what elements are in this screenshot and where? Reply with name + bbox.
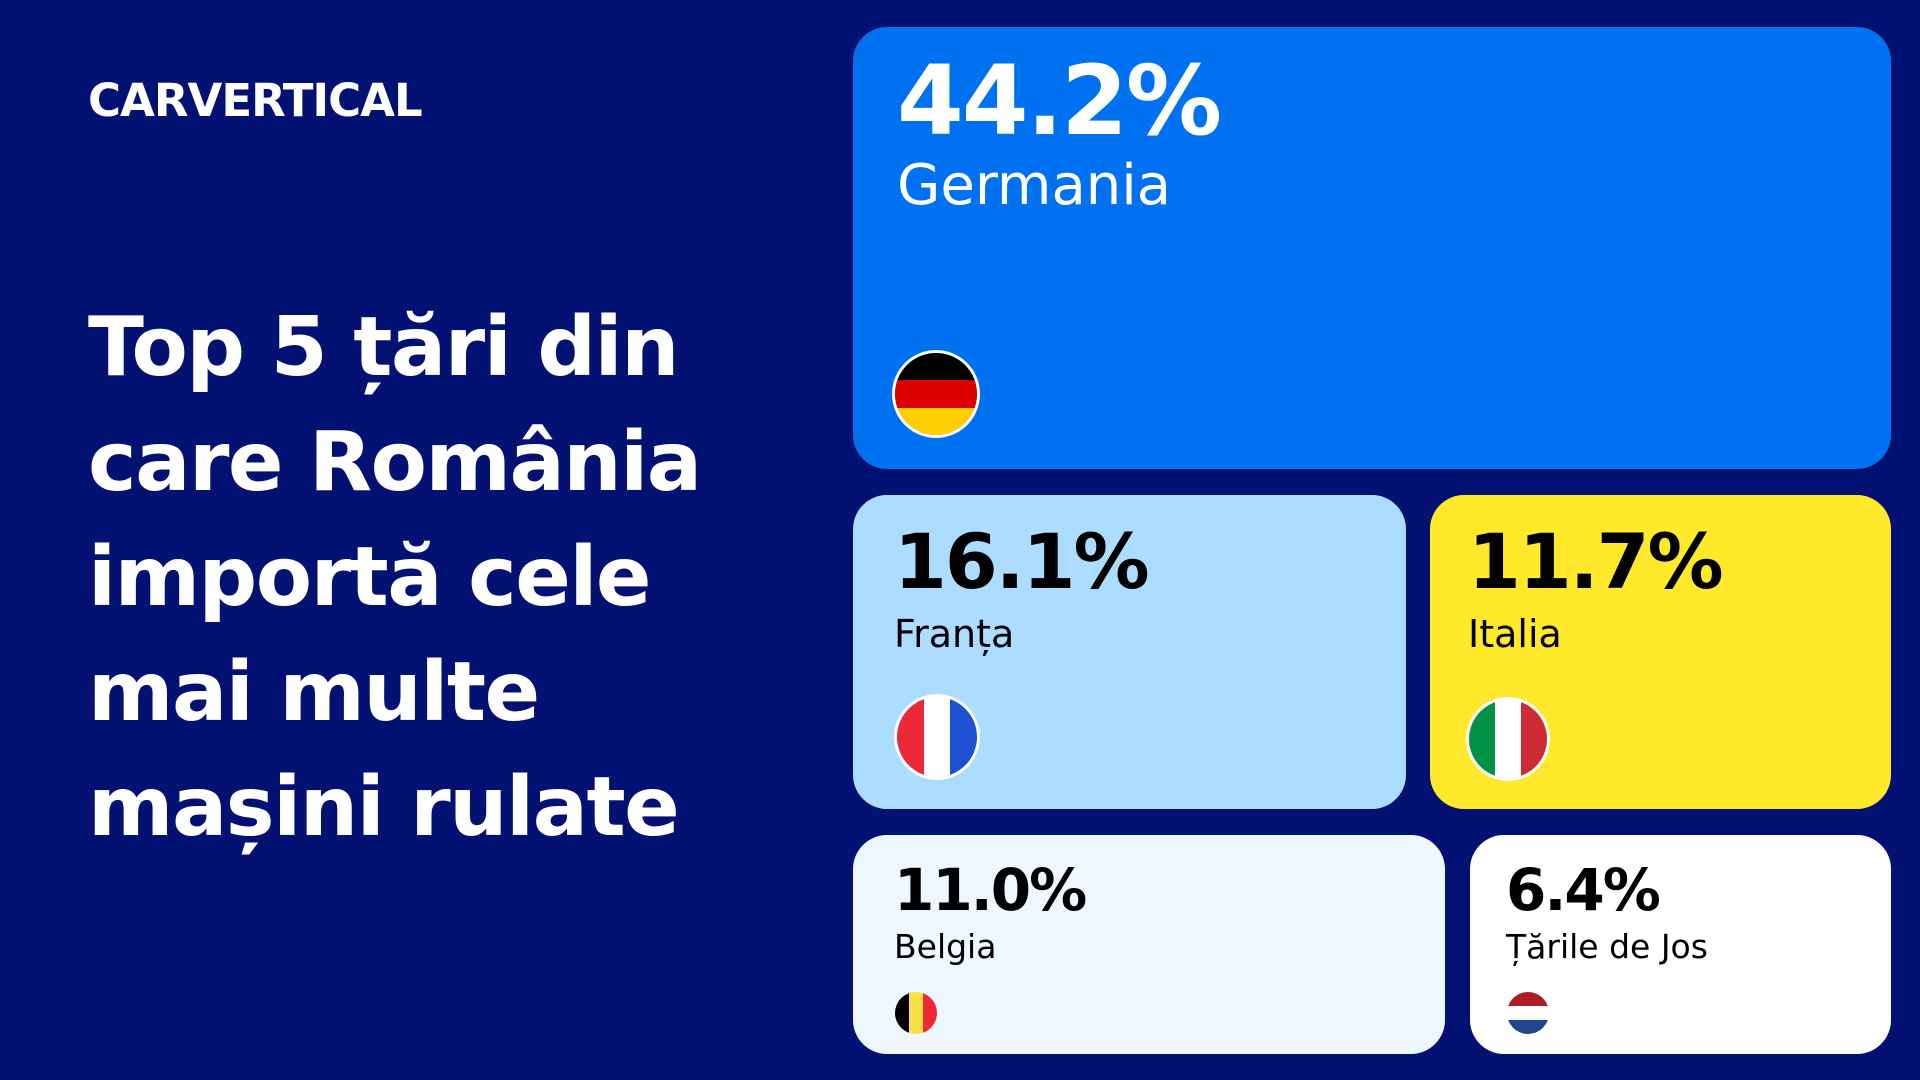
tile-germania: 44.2% Germania xyxy=(853,27,1891,469)
value-label: 11.0% xyxy=(894,856,1087,924)
tile-belgia: 11.0% Belgia xyxy=(853,835,1445,1054)
france-flag-icon xyxy=(894,694,980,780)
value-label: 6.4% xyxy=(1506,856,1661,924)
country-label: Italia xyxy=(1468,612,1562,656)
netherlands-flag-icon xyxy=(1507,992,1549,1034)
country-label: Franța xyxy=(894,612,1015,656)
country-label: Țările de Jos xyxy=(1506,927,1708,966)
carvertical-logo: CARVERTICAL xyxy=(88,74,423,127)
value-label: 44.2% xyxy=(897,45,1222,157)
belgium-flag-icon xyxy=(895,992,937,1034)
germany-flag-icon xyxy=(892,350,980,438)
value-label: 16.1% xyxy=(894,517,1150,606)
headline-line: importă cele xyxy=(88,530,652,625)
headline-line: care România xyxy=(88,415,702,510)
value-label: 11.7% xyxy=(1468,517,1724,606)
headline-line: Top 5 țări din xyxy=(88,300,680,395)
headline: Top 5 țări din care România importă cele… xyxy=(88,290,728,865)
tile-tarile-de-jos: 6.4% Țările de Jos xyxy=(1470,835,1891,1054)
country-label: Belgia xyxy=(894,927,997,966)
tile-franta: 16.1% Franța xyxy=(853,495,1406,809)
country-label: Germania xyxy=(897,153,1172,218)
headline-line: mașini rulate xyxy=(88,760,680,855)
headline-line: mai multe xyxy=(88,645,540,740)
italy-flag-icon xyxy=(1466,697,1550,781)
tile-italia: 11.7% Italia xyxy=(1430,495,1891,809)
